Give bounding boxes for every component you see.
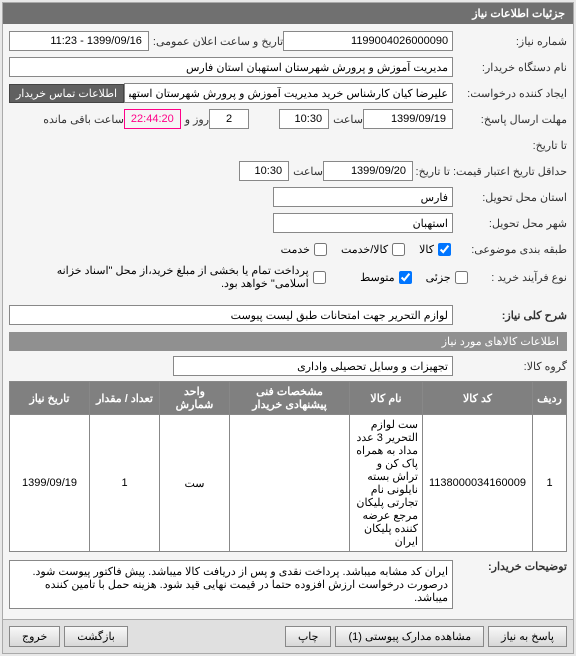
cell-spec — [230, 415, 350, 552]
cb-small-label: جزئی — [426, 271, 451, 284]
panel-body: شماره نیاز: تاریخ و ساعت اعلان عمومی: 13… — [3, 24, 573, 619]
cell-idx: 1 — [533, 415, 567, 552]
th-qty: تعداد / مقدار — [90, 382, 160, 415]
footer-toolbar: پاسخ به نیاز مشاهده مدارک پیوستی (1) چاپ… — [3, 619, 573, 653]
table-row[interactable]: 1 1138000034160009 ست لوازم التحریر 3 عد… — [10, 415, 567, 552]
group-field[interactable] — [173, 356, 453, 376]
min-valid-time: 10:30 — [239, 161, 289, 181]
need-no-label: شماره نیاز: — [457, 35, 567, 48]
cb-small[interactable] — [455, 271, 468, 284]
city-label: شهر محل تحویل: — [457, 217, 567, 230]
cell-qty: 1 — [90, 415, 160, 552]
cb-medium-label: متوسط — [360, 271, 395, 284]
desc-label: شرح کلی نیاز: — [457, 309, 567, 322]
cb-treasury-label: پرداخت تمام یا بخشی از مبلغ خرید،از محل … — [21, 264, 309, 290]
time-label-1: ساعت — [333, 113, 363, 126]
details-panel: جزئیات اطلاعات نیاز شماره نیاز: تاریخ و … — [2, 2, 574, 654]
th-date: تاریخ نیاز — [10, 382, 90, 415]
cb-goods[interactable] — [438, 243, 451, 256]
reply-button[interactable]: پاسخ به نیاز — [488, 626, 567, 647]
announce-label: تاریخ و ساعت اعلان عمومی: — [153, 35, 283, 48]
th-spec: مشخصات فنی پیشنهادی خریدار — [230, 382, 350, 415]
buyer-label: نام دستگاه خریدار: — [457, 61, 567, 74]
goods-section-title: اطلاعات کالاهای مورد نیاز — [9, 332, 567, 351]
days-label: روز و — [185, 113, 209, 126]
deadline-date: 1399/09/19 — [363, 109, 453, 129]
buyer-contact-button[interactable]: اطلاعات تماس خریدار — [9, 84, 124, 103]
cb-goods-service[interactable] — [392, 243, 405, 256]
time-label-2: ساعت — [293, 165, 323, 178]
cell-code: 1138000034160009 — [423, 415, 533, 552]
remain-label: ساعت باقی مانده — [43, 113, 124, 126]
cb-service-label: خدمت — [281, 243, 310, 256]
table-header-row: ردیف کد کالا نام کالا مشخصات فنی پیشنهاد… — [10, 382, 567, 415]
min-valid-label: حداقل تاریخ اعتبار قیمت: تا تاریخ: — [417, 165, 567, 178]
cb-medium[interactable] — [399, 271, 412, 284]
min-valid-date: 1399/09/20 — [323, 161, 413, 181]
to-date-label: تا تاریخ: — [457, 139, 567, 152]
th-code: کد کالا — [423, 382, 533, 415]
group-label: گروه کالا: — [457, 360, 567, 373]
panel-title: جزئیات اطلاعات نیاز — [3, 3, 573, 24]
desc-field[interactable] — [9, 305, 453, 325]
back-button[interactable]: بازگشت — [64, 626, 128, 647]
cb-goods-label: کالا — [419, 243, 434, 256]
cb-service[interactable] — [314, 243, 327, 256]
goods-table: ردیف کد کالا نام کالا مشخصات فنی پیشنهاد… — [9, 381, 567, 552]
th-unit: واحد شمارش — [160, 382, 230, 415]
cb-treasury[interactable] — [313, 271, 326, 284]
deadline-label: مهلت ارسال پاسخ: — [457, 113, 567, 126]
countdown-timer: 22:44:20 — [124, 109, 181, 129]
buyer-notes-label: توضیحات خریدار: — [457, 560, 567, 573]
province-label: استان محل تحویل: — [457, 191, 567, 204]
deadline-time: 10:30 — [279, 109, 329, 129]
th-idx: ردیف — [533, 382, 567, 415]
city-field[interactable] — [273, 213, 453, 233]
cell-name: ست لوازم التحریر 3 عدد مداد به همراه پاک… — [350, 415, 423, 552]
print-button[interactable]: چاپ — [285, 626, 332, 647]
days-remaining: 2 — [209, 109, 249, 129]
budget-label: طبقه بندی موضوعی: — [457, 243, 567, 256]
attachments-button[interactable]: مشاهده مدارک پیوستی (1) — [335, 626, 484, 647]
th-name: نام کالا — [350, 382, 423, 415]
requester-label: ایجاد کننده درخواست: — [457, 87, 567, 100]
province-field[interactable] — [273, 187, 453, 207]
exit-button[interactable]: خروج — [9, 626, 60, 647]
announce-value: 1399/09/16 - 11:23 — [9, 31, 149, 51]
need-no-field[interactable] — [283, 31, 453, 51]
buyer-notes-text: ایران کد مشابه میباشد. پرداخت نقدی و پس … — [9, 560, 453, 609]
cell-date: 1399/09/19 — [10, 415, 90, 552]
cb-goods-service-label: کالا/خدمت — [341, 243, 388, 256]
process-label: نوع فرآیند خرید : — [474, 271, 567, 284]
requester-field[interactable] — [124, 83, 453, 103]
cell-unit: ست — [160, 415, 230, 552]
buyer-field[interactable] — [9, 57, 453, 77]
